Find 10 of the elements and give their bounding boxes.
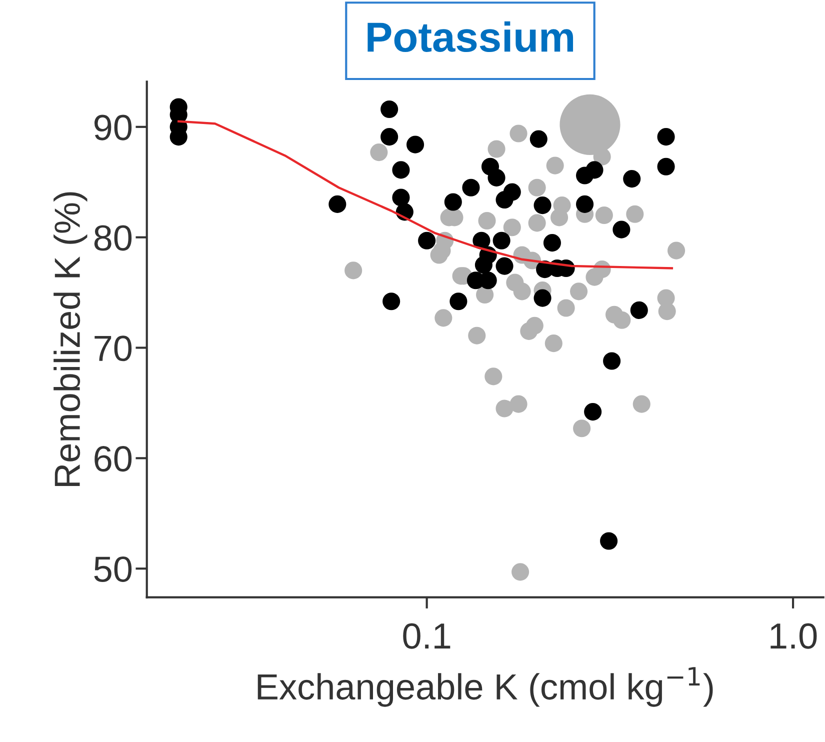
y-axis-title: Remobilized K (%)	[54, 192, 88, 486]
y-tick-label: 90	[94, 114, 132, 140]
y-tick-label: 60	[94, 446, 132, 472]
x-tick-label: 1.0	[770, 623, 817, 649]
y-tick-label: 50	[94, 556, 132, 582]
y-tick-label: 80	[94, 225, 132, 251]
x-tick-label: 0.1	[403, 623, 450, 649]
x-axis-title: Exchangeable K (cmol kg$^{−1}$)	[258, 667, 713, 707]
chart-title: Potassium	[368, 21, 574, 52]
y-tick-label: 70	[94, 336, 132, 362]
